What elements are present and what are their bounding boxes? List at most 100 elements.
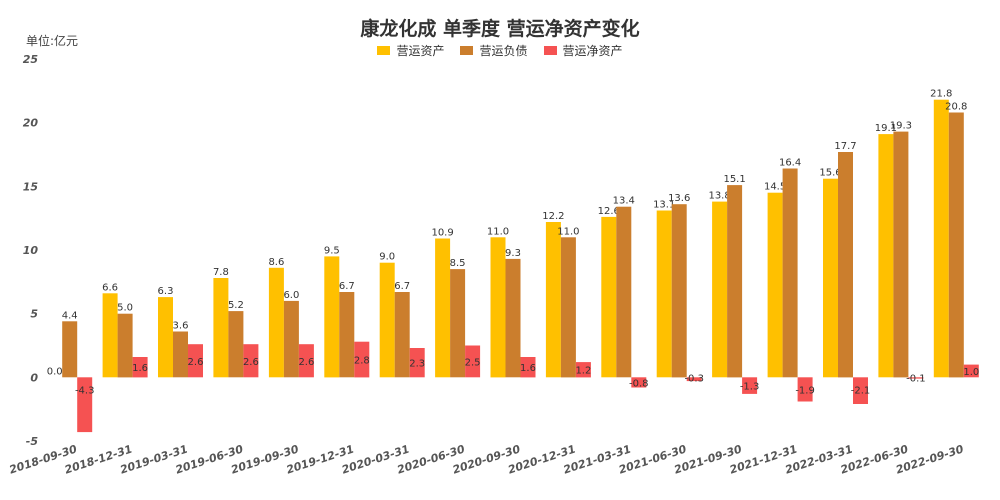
data-label-assets: 6.3: [158, 286, 174, 297]
bar-liabilities-2019-09-30[interactable]: [283, 300, 299, 378]
data-label-liabilities: 13.6: [668, 193, 690, 204]
bar-net-assets-2019-03-31[interactable]: [188, 344, 203, 378]
legend-swatch-net-assets: [543, 46, 557, 55]
bar-assets-2022-03-31[interactable]: [823, 178, 838, 378]
data-label-liabilities: 8.5: [450, 258, 466, 269]
bar-assets-2019-12-31[interactable]: [324, 256, 340, 378]
bar-liabilities-2019-03-31[interactable]: [173, 331, 188, 378]
bar-liabilities-2021-03-31[interactable]: [616, 206, 632, 378]
data-label-assets: 7.8: [213, 267, 229, 278]
bar-assets-2022-09-30[interactable]: [933, 99, 949, 378]
bar-liabilities-2021-09-30[interactable]: [727, 185, 743, 378]
y-tick-label: 0: [30, 371, 38, 384]
legend-label-net-assets: 营运净资产: [562, 44, 623, 58]
bar-net-assets-2021-03-31[interactable]: [631, 377, 647, 388]
bar-assets-2021-09-30[interactable]: [712, 201, 728, 378]
bar-net-assets-2019-06-30[interactable]: [243, 344, 259, 378]
bar-net-assets-2019-09-30[interactable]: [298, 344, 314, 378]
bar-net-assets-2022-03-31[interactable]: [853, 377, 868, 404]
bar-net-assets-2019-12-31[interactable]: [354, 341, 370, 378]
legend-item-liabilities[interactable]: 营运负债: [460, 42, 528, 59]
data-label-assets: 9.5: [324, 245, 340, 256]
bar-liabilities-2022-09-30[interactable]: [948, 112, 964, 378]
data-label-liabilities: 3.6: [173, 321, 189, 332]
data-label-net-assets: 1.0: [963, 367, 979, 378]
data-label-assets: 14.5: [764, 182, 786, 193]
bar-net-assets-2020-03-31[interactable]: [409, 348, 425, 378]
data-label-assets: 11.0: [487, 226, 509, 237]
chart-legend: 营运资产 营运负债 营运净资产: [0, 42, 1000, 59]
bar-net-assets-2021-09-30[interactable]: [742, 377, 758, 394]
data-label-net-assets: 2.5: [465, 357, 481, 368]
bar-liabilities-2019-06-30[interactable]: [228, 311, 244, 378]
data-label-net-assets: -1.9: [795, 385, 815, 396]
data-label-net-assets: -2.1: [851, 385, 871, 396]
bar-liabilities-2020-06-30[interactable]: [450, 269, 466, 378]
data-label-net-assets: 2.6: [188, 357, 204, 368]
bar-assets-2019-03-31[interactable]: [158, 297, 173, 378]
bar-liabilities-2022-03-31[interactable]: [838, 152, 853, 378]
bar-net-assets-2022-06-30[interactable]: [908, 377, 924, 379]
data-label-liabilities: 9.3: [505, 248, 521, 259]
data-label-assets: 13.8: [708, 191, 730, 202]
x-axis: 2018-09-302018-12-312019-03-312019-06-30…: [8, 442, 966, 476]
bar-liabilities-2022-06-30[interactable]: [893, 131, 909, 378]
data-label-net-assets: -0.3: [684, 373, 704, 384]
bar-net-assets-2020-12-31[interactable]: [575, 362, 591, 378]
data-label-assets: 15.6: [819, 168, 841, 179]
bar-liabilities-2020-03-31[interactable]: [394, 292, 410, 378]
data-label-net-assets: -1.3: [740, 382, 760, 393]
legend-item-assets[interactable]: 营运资产: [377, 42, 444, 59]
bar-liabilities-2018-12-31[interactable]: [117, 313, 133, 378]
bar-assets-2018-12-31[interactable]: [102, 293, 118, 378]
bar-assets-2019-09-30[interactable]: [268, 267, 284, 378]
bar-liabilities-2021-12-31[interactable]: [782, 168, 798, 378]
bar-liabilities-2020-12-31[interactable]: [560, 237, 576, 378]
y-tick-label: 10: [23, 244, 39, 257]
bar-liabilities-2019-12-31[interactable]: [339, 292, 355, 378]
bar-net-assets-2020-09-30[interactable]: [520, 357, 536, 378]
bar-net-assets-2018-09-30[interactable]: [77, 377, 93, 433]
y-tick-label: 5: [30, 308, 38, 321]
data-label-assets: 0.0: [47, 366, 63, 377]
legend-swatch-liabilities: [460, 46, 474, 55]
data-label-assets: 21.8: [930, 89, 952, 100]
data-label-assets: 10.9: [431, 228, 453, 239]
data-label-liabilities: 19.3: [890, 121, 912, 132]
bar-liabilities-2021-06-30[interactable]: [671, 204, 687, 378]
data-label-assets: 19.1: [875, 123, 897, 134]
bar-net-assets-2021-06-30[interactable]: [686, 377, 702, 382]
bar-assets-2020-06-30[interactable]: [435, 238, 451, 378]
chart-title: 康龙化成 单季度 营运净资产变化: [360, 18, 640, 40]
legend-label-liabilities: 营运负债: [479, 44, 528, 58]
data-label-liabilities: 5.2: [228, 300, 244, 311]
data-label-assets: 9.0: [379, 252, 395, 263]
legend-swatch-assets: [377, 46, 391, 55]
bar-liabilities-2018-09-30[interactable]: [62, 321, 78, 378]
bar-assets-2020-03-31[interactable]: [379, 262, 395, 378]
bar-net-assets-2022-09-30[interactable]: [963, 364, 979, 378]
legend-item-net-assets[interactable]: 营运净资产: [543, 42, 623, 59]
data-label-net-assets: -4.3: [75, 385, 95, 396]
data-label-net-assets: 2.6: [298, 357, 314, 368]
bar-liabilities-2020-09-30[interactable]: [505, 258, 521, 378]
bar-net-assets-2018-12-31[interactable]: [132, 357, 148, 378]
data-label-net-assets: 2.3: [409, 359, 425, 370]
data-label-liabilities: 11.0: [557, 226, 579, 237]
bar-assets-2020-09-30[interactable]: [490, 237, 506, 378]
data-label-assets: 12.2: [542, 211, 564, 222]
data-label-net-assets: 2.8: [354, 356, 370, 367]
bar-assets-2020-12-31[interactable]: [545, 222, 561, 378]
y-tick-label: 25: [23, 53, 39, 66]
bar-series-group: 0.0 4.4 -4.3 6.6 5.0 1.6 6.3 3.6 2.6 7.8 5.2 2.6 8.6…: [47, 89, 979, 433]
bar-assets-2021-06-30[interactable]: [656, 210, 672, 378]
bar-net-assets-2021-12-31[interactable]: [797, 377, 813, 402]
bar-net-assets-2020-06-30[interactable]: [465, 345, 481, 378]
y-axis: -5 0 5 10 15 20 25: [23, 53, 39, 448]
bar-assets-2019-06-30[interactable]: [213, 278, 229, 378]
bar-assets-2021-03-31[interactable]: [601, 216, 617, 378]
bar-assets-2021-12-31[interactable]: [767, 192, 783, 378]
legend-label-assets: 营运资产: [396, 44, 445, 58]
bar-assets-2022-06-30[interactable]: [878, 134, 894, 378]
